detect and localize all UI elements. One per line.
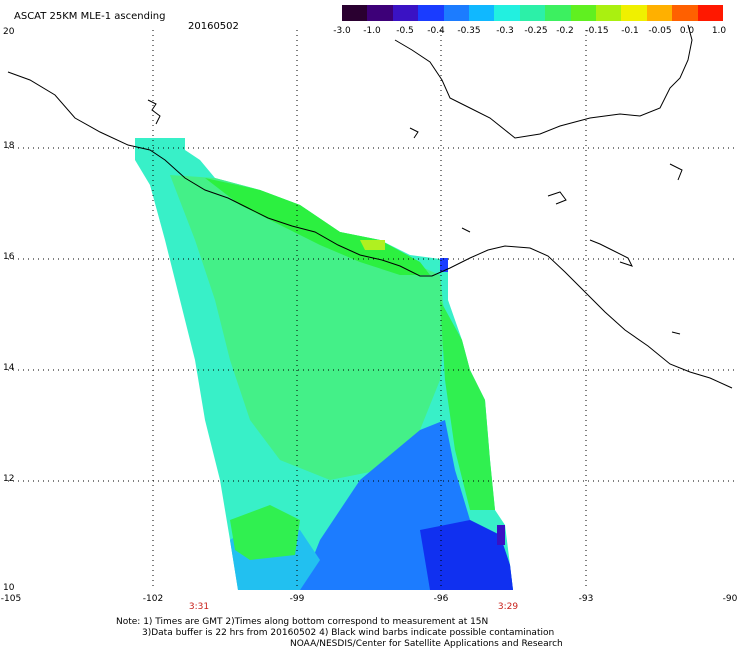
swath-bright-green bbox=[205, 178, 430, 275]
time-label-right: 3:29 bbox=[497, 602, 519, 612]
colorbar-segment bbox=[392, 5, 419, 21]
colorbar-label: -0.15 bbox=[585, 26, 609, 36]
gulf-coastline bbox=[394, 24, 693, 139]
colorbar-label: 0.0 bbox=[679, 26, 695, 36]
colorbar-label: -0.3 bbox=[496, 26, 514, 36]
colorbar-segment bbox=[342, 5, 368, 21]
lon-label-90: -90 bbox=[722, 594, 738, 604]
colorbar-segment bbox=[646, 5, 673, 21]
swath-yellow bbox=[360, 240, 385, 250]
swath-purple bbox=[497, 525, 505, 545]
color-scale-bar bbox=[342, 5, 724, 21]
colorbar-label: -0.35 bbox=[457, 26, 481, 36]
note-line-1: Note: 1) Times are GMT 2)Times along bot… bbox=[116, 617, 489, 627]
colorbar-segment bbox=[469, 5, 495, 21]
colorbar-segment bbox=[570, 5, 597, 21]
lon-label-96: -96 bbox=[433, 594, 449, 604]
lon-label-102: -102 bbox=[142, 594, 164, 604]
swath-deep-blue bbox=[420, 520, 513, 590]
colorbar-segment bbox=[697, 5, 724, 21]
lat-label-18: 18 bbox=[3, 141, 15, 151]
colorbar-label: -0.25 bbox=[524, 26, 548, 36]
lon-label-99: -99 bbox=[289, 594, 305, 604]
lat-label-20: 20 bbox=[3, 27, 15, 37]
colorbar-label: -0.05 bbox=[648, 26, 672, 36]
lat-lon-grid bbox=[8, 30, 735, 590]
lon-label-105: -105 bbox=[0, 594, 22, 604]
colorbar-segment bbox=[443, 5, 470, 21]
colorbar-segment bbox=[418, 5, 444, 21]
lon-label-93: -93 bbox=[578, 594, 594, 604]
colorbar-segment bbox=[596, 5, 622, 21]
colorbar-segment bbox=[621, 5, 647, 21]
note-line-2: 3)Data buffer is 22 hrs from 20160502 4)… bbox=[142, 628, 555, 638]
note-line-3: NOAA/NESDIS/Center for Satellite Applica… bbox=[290, 639, 563, 649]
colorbar-label: -0.2 bbox=[556, 26, 574, 36]
swath-sw-green bbox=[230, 505, 300, 560]
swath-east-green bbox=[440, 300, 495, 510]
colorbar-segment bbox=[494, 5, 520, 21]
colorbar-segment bbox=[672, 5, 698, 21]
colorbar-label: -0.4 bbox=[427, 26, 445, 36]
color-scale-labels: -3.0 -1.0 -0.5 -0.4 -0.35 -0.3 -0.25 -0.2 -0.15 -… bbox=[331, 26, 731, 38]
islands bbox=[147, 99, 683, 335]
colorbar-label: -0.5 bbox=[396, 26, 414, 36]
colorbar-segment bbox=[367, 5, 393, 21]
colorbar-segment bbox=[545, 5, 571, 21]
colorbar-label: -3.0 bbox=[333, 26, 351, 36]
data-swath bbox=[135, 138, 513, 590]
lat-label-12: 12 bbox=[3, 474, 15, 484]
map-title: ASCAT 25KM MLE-1 ascending bbox=[14, 11, 166, 22]
swath-coast-blue bbox=[440, 258, 448, 272]
time-label-left: 3:31 bbox=[188, 602, 210, 612]
map-date: 20160502 bbox=[188, 21, 239, 32]
colorbar-label: -0.1 bbox=[621, 26, 639, 36]
lat-label-10: 10 bbox=[3, 583, 15, 593]
colorbar-segment bbox=[519, 5, 546, 21]
coastline bbox=[7, 71, 733, 389]
colorbar-label: 1.0 bbox=[711, 26, 727, 36]
colorbar-label: -1.0 bbox=[363, 26, 381, 36]
lat-label-14: 14 bbox=[3, 363, 15, 373]
lat-label-16: 16 bbox=[3, 252, 15, 262]
